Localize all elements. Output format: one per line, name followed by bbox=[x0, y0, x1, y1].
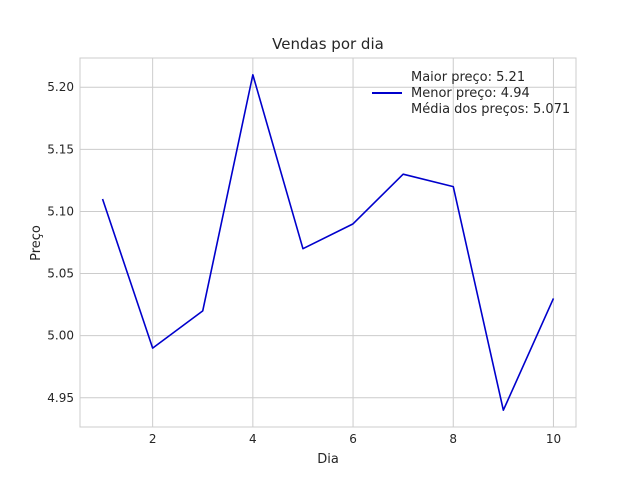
legend: Maior preço: 5.21 Menor preço: 4.94 Médi… bbox=[372, 70, 570, 117]
series-layer bbox=[103, 75, 554, 410]
y-tick-label: 4.95 bbox=[47, 391, 74, 405]
x-tick-label: 10 bbox=[546, 432, 561, 446]
series-line bbox=[103, 75, 554, 410]
y-tick-label: 5.10 bbox=[47, 204, 74, 218]
legend-line-max: Maior preço: 5.21 bbox=[411, 70, 525, 85]
x-axis-label: Dia bbox=[317, 452, 339, 467]
y-tick-label: 5.00 bbox=[47, 329, 74, 343]
chart-title: Vendas por dia bbox=[272, 35, 384, 53]
x-tick-label: 2 bbox=[149, 432, 157, 446]
x-tick-label: 8 bbox=[449, 432, 457, 446]
x-tick-label: 6 bbox=[349, 432, 357, 446]
x-tick-label: 4 bbox=[249, 432, 257, 446]
y-tick-label: 5.20 bbox=[47, 80, 74, 94]
y-tick-label: 5.05 bbox=[47, 267, 74, 281]
y-tick-label: 5.15 bbox=[47, 142, 74, 156]
y-axis-label: Preço bbox=[29, 225, 44, 261]
legend-line-mean: Média dos preços: 5.071 bbox=[411, 102, 570, 117]
legend-line-min: Menor preço: 4.94 bbox=[411, 86, 530, 101]
